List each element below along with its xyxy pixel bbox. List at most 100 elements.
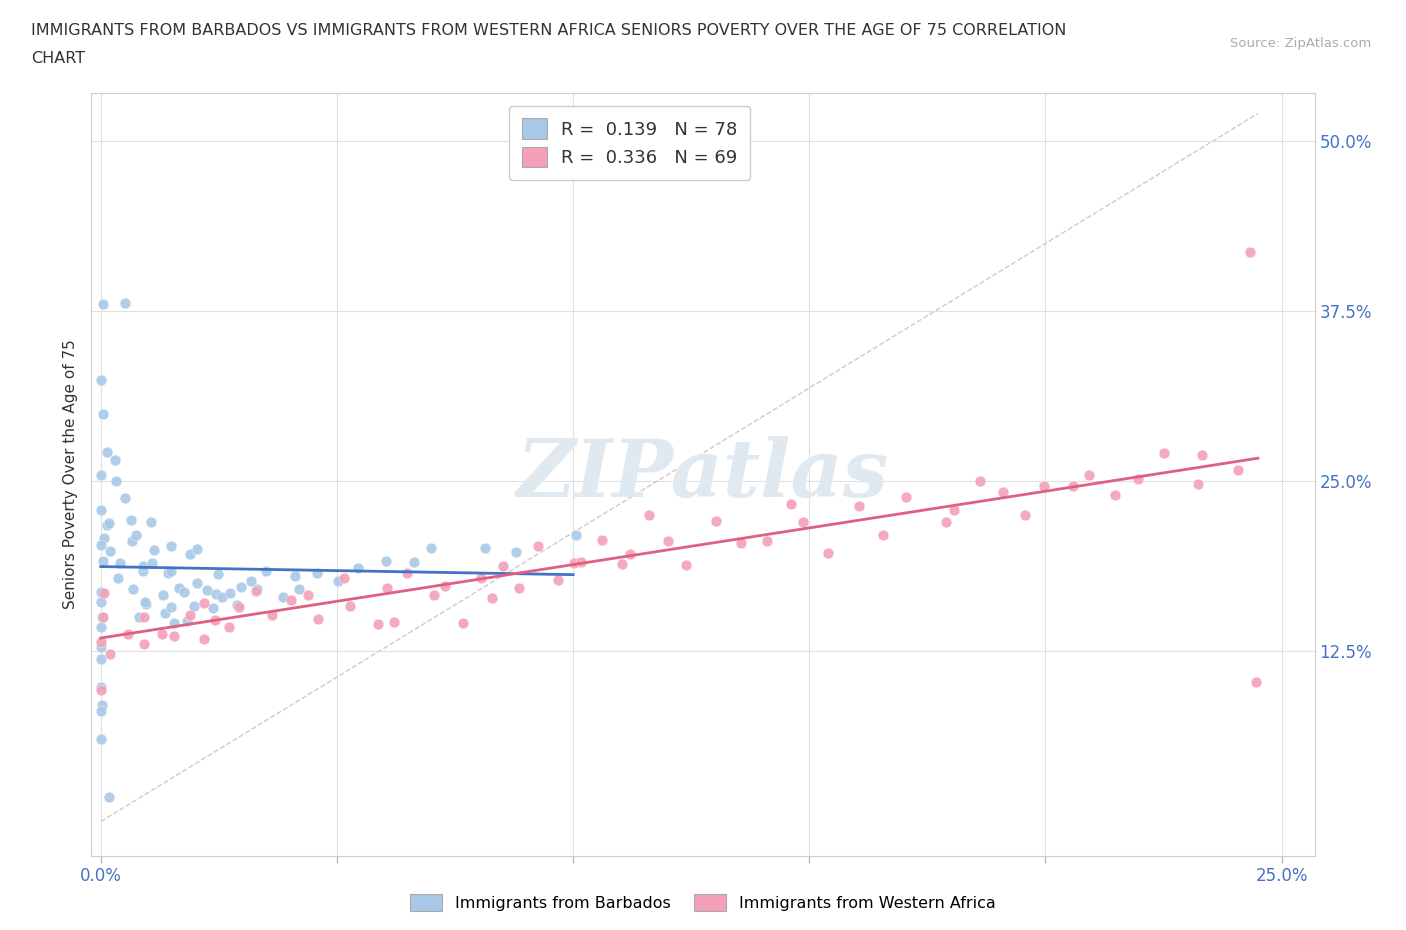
Point (90, 585, 112, 600)
Point (104, 452, 127, 467)
Point (730, 536, 752, 551)
Point (91, 406, 114, 421)
Point (894, 490, 917, 505)
Point (193, 595, 215, 610)
Point (240, 574, 263, 589)
Point (91, 609, 114, 624)
Point (470, 571, 492, 586)
Point (159, 600, 181, 615)
Point (173, 585, 195, 600)
Text: CHART: CHART (31, 51, 84, 66)
Point (90, 538, 112, 553)
Point (779, 496, 801, 511)
Point (104, 473, 127, 488)
Point (433, 578, 456, 593)
Point (942, 502, 965, 517)
Point (195, 582, 218, 597)
Point (246, 581, 269, 596)
Point (98, 515, 121, 530)
Point (565, 527, 588, 542)
Point (1126, 472, 1149, 486)
Point (474, 540, 496, 555)
Point (245, 583, 267, 598)
Point (211, 590, 233, 604)
Point (254, 564, 277, 578)
Point (492, 558, 515, 573)
Point (262, 608, 284, 623)
Point (451, 616, 474, 631)
Point (107, 570, 129, 585)
Point (90, 373, 112, 388)
Point (817, 546, 839, 561)
Point (402, 554, 425, 569)
Point (934, 514, 956, 529)
Point (141, 555, 163, 570)
Point (141, 514, 163, 529)
Point (132, 559, 155, 574)
Point (135, 596, 157, 611)
Point (367, 617, 389, 631)
Point (297, 588, 319, 603)
Point (132, 564, 155, 578)
Legend: R =  0.139   N = 78, R =  0.336   N = 69: R = 0.139 N = 78, R = 0.336 N = 69 (509, 106, 751, 180)
Point (90, 609, 112, 624)
Point (162, 629, 184, 644)
Point (505, 545, 527, 560)
Point (96, 445, 118, 459)
Point (90, 594, 112, 609)
Point (186, 541, 208, 556)
Point (481, 591, 503, 606)
Point (1239, 245, 1261, 259)
Point (675, 557, 697, 572)
Point (142, 542, 165, 557)
Point (571, 555, 593, 570)
Point (612, 556, 634, 571)
Point (1244, 674, 1267, 689)
Point (90, 652, 112, 667)
Point (114, 490, 136, 505)
Point (527, 538, 550, 553)
Point (125, 527, 148, 542)
Point (121, 534, 143, 549)
Point (90, 680, 112, 695)
Point (218, 620, 240, 635)
Point (229, 579, 252, 594)
Point (657, 534, 679, 549)
Point (202, 601, 225, 616)
Point (98, 790, 121, 804)
Point (848, 499, 870, 514)
Point (225, 598, 247, 613)
Point (420, 540, 443, 555)
Point (1062, 479, 1084, 494)
Point (307, 565, 329, 580)
Point (228, 600, 250, 615)
Point (374, 553, 396, 568)
Point (288, 581, 311, 596)
Point (347, 561, 370, 576)
Point (96, 518, 118, 533)
Point (179, 607, 201, 622)
Point (128, 610, 150, 625)
Point (91, 297, 114, 312)
Point (90, 503, 112, 518)
Point (90, 731, 112, 746)
Point (179, 547, 201, 562)
Point (90, 704, 112, 719)
Point (90, 634, 112, 649)
Point (160, 538, 183, 553)
Point (333, 571, 356, 586)
Point (169, 580, 191, 595)
Point (1187, 476, 1209, 491)
Point (91, 554, 114, 569)
Point (153, 605, 176, 620)
Point (1078, 468, 1101, 483)
Point (375, 581, 398, 596)
Point (547, 573, 569, 588)
Point (93, 586, 115, 601)
Point (114, 296, 136, 311)
Point (1104, 488, 1126, 503)
Point (108, 556, 131, 571)
Point (204, 587, 226, 602)
Point (328, 574, 350, 589)
Point (273, 590, 295, 604)
